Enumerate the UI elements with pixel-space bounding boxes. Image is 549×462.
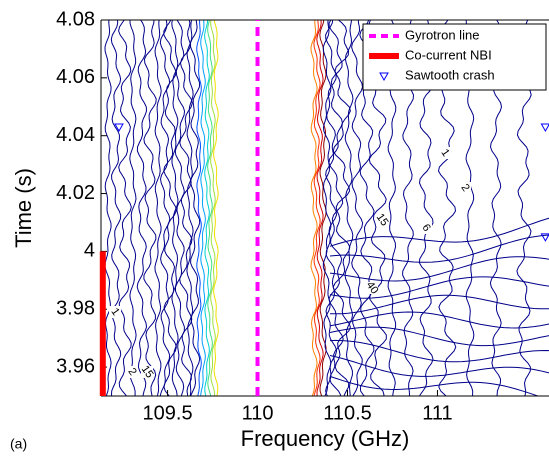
contour-line: [329, 276, 549, 299]
contour-line: [329, 375, 540, 396]
contour-label-bg: [109, 306, 121, 318]
contour-line: [118, 20, 132, 396]
contour-line: [322, 20, 332, 396]
x-tick-label: 110: [242, 402, 274, 424]
contour-label: 2: [458, 182, 471, 194]
contour-line: [329, 256, 549, 282]
contour-label-bg: [439, 147, 451, 159]
y-tick-label: 4.02: [56, 182, 95, 204]
contour-line: [213, 20, 219, 396]
contour-line: [328, 20, 344, 396]
x-tick-label: 109.5: [143, 402, 193, 424]
contour-line: [332, 20, 351, 396]
y-tick-label: 4.06: [56, 66, 95, 88]
panel-label: (a): [10, 436, 27, 452]
contour-line: [330, 294, 549, 315]
contour-line: [171, 20, 179, 396]
contour-label-bg: [126, 366, 138, 378]
contour-line: [136, 20, 148, 396]
x-tick-label: 110.5: [323, 402, 372, 424]
contour-label: 40: [364, 279, 381, 296]
contour-line: [310, 20, 318, 396]
contour-line: [316, 20, 324, 396]
contour-line: [344, 20, 354, 396]
contour-line: [110, 20, 122, 396]
contour-line: [129, 20, 137, 396]
contour-label-bg: [420, 222, 432, 234]
contour-line: [325, 20, 338, 396]
contour-label-bg: [366, 282, 378, 294]
contour-line: [329, 355, 549, 377]
contour-line: [207, 20, 213, 396]
contour-line: [204, 20, 210, 396]
contour-line: [329, 311, 549, 329]
contour-line: [313, 20, 321, 396]
contour-label: 2: [125, 366, 138, 378]
contour-line: [154, 20, 162, 396]
contour-label-bg: [459, 182, 471, 194]
contour-line: [351, 20, 364, 396]
contour-label: 1: [438, 147, 451, 159]
y-tick-label: 4.08: [56, 8, 95, 30]
contour-line: [163, 20, 177, 396]
contour-line: [186, 20, 194, 396]
contour-label-bg: [141, 366, 153, 378]
contour-line: [329, 339, 549, 363]
y-tick-label: 4: [84, 240, 95, 262]
sawtooth-marker: [540, 233, 549, 242]
contour-line: [179, 20, 193, 396]
sawtooth-marker: [540, 123, 549, 133]
sawtooth-marker: [114, 123, 124, 133]
y-tick-label: 4.04: [56, 124, 95, 146]
contour-line: [159, 20, 171, 396]
y-tick-label: 3.96: [56, 355, 95, 377]
legend-label: Gyrotron line: [405, 27, 479, 42]
legend-label: Sawtooth crash: [405, 67, 495, 82]
legend-swatch: [379, 72, 389, 82]
contour-line: [329, 234, 549, 263]
contour-label: 6: [419, 222, 432, 234]
x-tick-label: 111: [422, 402, 452, 424]
y-tick-label: 3.98: [56, 298, 95, 320]
contour-line: [210, 20, 216, 396]
contour-label: 15: [374, 211, 391, 228]
contour-label-bg: [376, 214, 388, 226]
y-axis-label: Time (s): [11, 168, 36, 248]
contour-label: 15: [139, 363, 156, 380]
contour-line: [189, 20, 201, 396]
contour-line: [104, 20, 112, 396]
contour-line: [329, 326, 549, 347]
contour-label: 1: [108, 306, 121, 318]
contour-line: [200, 20, 206, 396]
contour-line: [196, 20, 202, 396]
x-axis-label: Frequency (GHz): [241, 426, 410, 451]
contour-line: [329, 217, 549, 247]
contour-line: [143, 20, 157, 396]
legend-label: Co-current NBI: [405, 47, 492, 62]
